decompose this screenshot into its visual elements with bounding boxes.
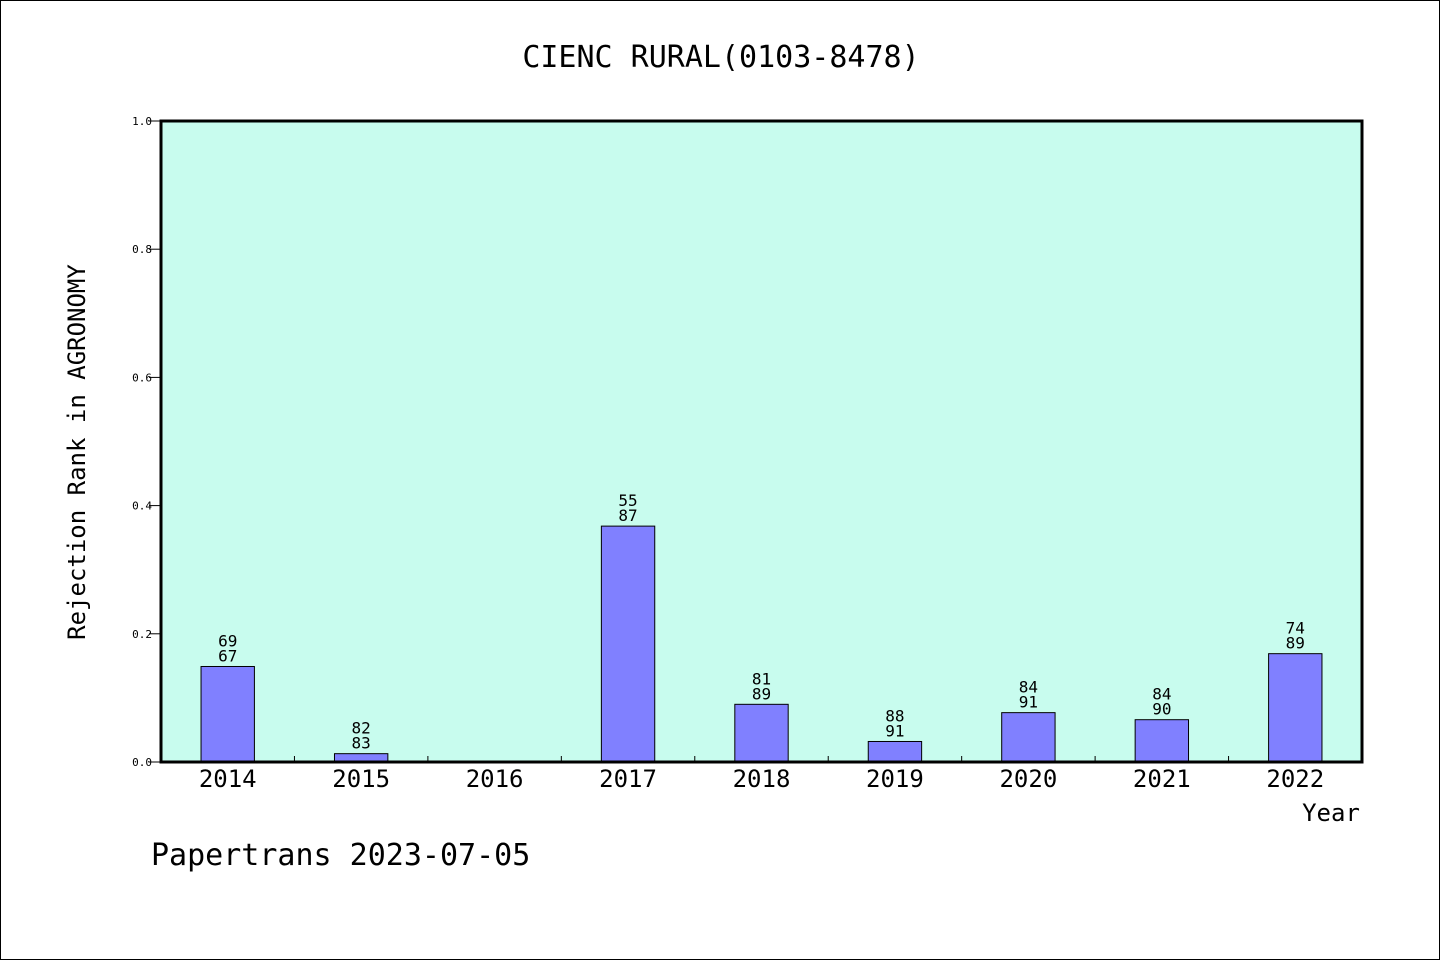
x-tick-label: 2015 bbox=[332, 765, 390, 793]
plot-area bbox=[161, 121, 1362, 762]
x-axis: 2014 2015 2016 2017 2018 2019 2020 2021 2022 bbox=[199, 756, 1324, 793]
plot-frame bbox=[159, 119, 1364, 764]
x-tick-label: 2022 bbox=[1266, 765, 1324, 793]
y-axis: 0.0 0.2 0.4 0.6 0.8 1.0 bbox=[132, 115, 161, 769]
bar bbox=[1134, 719, 1190, 763]
bar bbox=[734, 703, 789, 763]
y-tick-label: 0.4 bbox=[132, 500, 152, 513]
bar-label-top: 69 bbox=[218, 631, 237, 650]
y-tick-label: 0.0 bbox=[132, 756, 152, 769]
bar-label-top: 84 bbox=[1019, 678, 1038, 697]
y-tick-label: 0.8 bbox=[132, 243, 152, 256]
bar-label-bottom: 87 bbox=[618, 506, 637, 525]
y-tick-label: 0.2 bbox=[132, 628, 152, 641]
bar-label-bottom: 89 bbox=[1286, 634, 1305, 653]
chart-title: CIENC RURAL(0103-8478) bbox=[522, 40, 919, 75]
bar bbox=[1268, 653, 1323, 763]
bar-label-top: 81 bbox=[752, 669, 771, 688]
bar-label-bottom: 89 bbox=[752, 684, 771, 703]
x-tick-label: 2020 bbox=[999, 765, 1057, 793]
x-tick-label: 2014 bbox=[199, 765, 257, 793]
x-tick-label: 2018 bbox=[733, 765, 791, 793]
bar-label-top: 84 bbox=[1152, 685, 1171, 704]
bar-label-top: 55 bbox=[618, 491, 637, 510]
bar-label-top: 82 bbox=[352, 719, 371, 738]
y-axis-label: Rejection Rank in AGRONOMY bbox=[63, 264, 91, 640]
x-tick-label: 2019 bbox=[866, 765, 924, 793]
bar-label-bottom: 90 bbox=[1152, 700, 1171, 719]
footer-date: Papertrans 2023-07-05 bbox=[151, 838, 530, 873]
y-tick-label: 0.6 bbox=[132, 371, 152, 384]
bar bbox=[867, 740, 923, 763]
x-tick-label: 2017 bbox=[599, 765, 657, 793]
bar bbox=[600, 525, 656, 763]
bar-series bbox=[200, 525, 1323, 763]
y-tick-label: 1.0 bbox=[132, 115, 152, 128]
bar-label-top: 74 bbox=[1286, 619, 1305, 638]
bar-label-bottom: 83 bbox=[352, 734, 371, 753]
bar-label-bottom: 91 bbox=[1019, 693, 1038, 712]
bar-label-bottom: 67 bbox=[218, 646, 237, 665]
x-axis-label: Year bbox=[1302, 799, 1360, 827]
x-tick-label: 2016 bbox=[466, 765, 524, 793]
bar-label-top: 88 bbox=[885, 706, 904, 725]
bar bbox=[1001, 712, 1056, 763]
bar-label-bottom: 91 bbox=[885, 721, 904, 740]
x-tick-label: 2021 bbox=[1133, 765, 1191, 793]
bar bbox=[200, 665, 255, 763]
